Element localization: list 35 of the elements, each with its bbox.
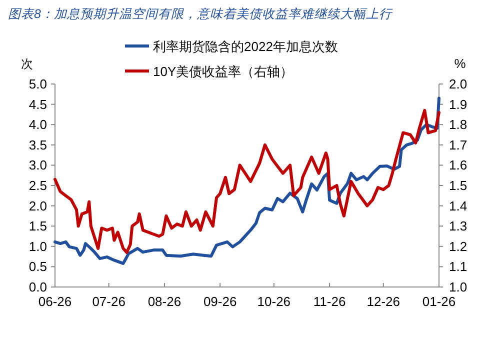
x-tick-label: 11-26 <box>313 294 346 309</box>
y-tick-label: 4.0 <box>28 117 47 132</box>
legend-label: 10Y美债收益率（右轴） <box>153 64 294 79</box>
y2-tick-label: 1.1 <box>449 259 468 274</box>
y2-tick-label: 1.3 <box>449 218 468 234</box>
x-tick-label: 06-26 <box>38 294 72 309</box>
y2-tick-label: 1.2 <box>449 238 468 254</box>
y2-tick-label: 1.6 <box>449 158 468 173</box>
x-tick-label: 08-26 <box>148 294 182 309</box>
y-tick-label: 2.0 <box>28 198 47 214</box>
y-tick-label: 3.0 <box>28 158 47 173</box>
y2-tick-label: 1.4 <box>449 198 468 214</box>
x-tick-label: 12-26 <box>366 294 400 309</box>
y-tick-label: 4.5 <box>28 96 47 112</box>
y2-axis-title: % <box>454 56 466 71</box>
y2-tick-label: 1.9 <box>449 96 468 112</box>
legend-label: 利率期货隐含的2022年加息次数 <box>153 39 338 54</box>
y-axis-title: 次 <box>21 57 33 71</box>
y2-tick-label: 1.8 <box>449 117 468 132</box>
y-tick-label: 1.5 <box>28 218 47 234</box>
y2-tick-label: 1.5 <box>449 178 468 193</box>
y-tick-label: 3.5 <box>28 137 47 152</box>
y-tick-label: 0.5 <box>28 259 47 274</box>
x-tick-label: 01-26 <box>422 294 456 309</box>
chart-title: 图表8：加息预期升温空间有限，意味着美债收益率难继续大幅上行 <box>8 7 393 21</box>
y2-tick-label: 2.0 <box>449 76 468 92</box>
y2-tick-label: 1.7 <box>449 137 468 152</box>
x-tick-label: 07-26 <box>92 294 126 309</box>
y2-tick-label: 1.0 <box>449 280 468 294</box>
x-tick-label: 09-26 <box>203 294 237 309</box>
y-tick-label: 5.0 <box>28 76 47 92</box>
x-tick-label: 10-26 <box>257 294 291 309</box>
y-tick-label: 1.0 <box>28 238 47 254</box>
y-tick-label: 2.5 <box>28 178 47 193</box>
y-tick-label: 0.0 <box>28 280 47 294</box>
